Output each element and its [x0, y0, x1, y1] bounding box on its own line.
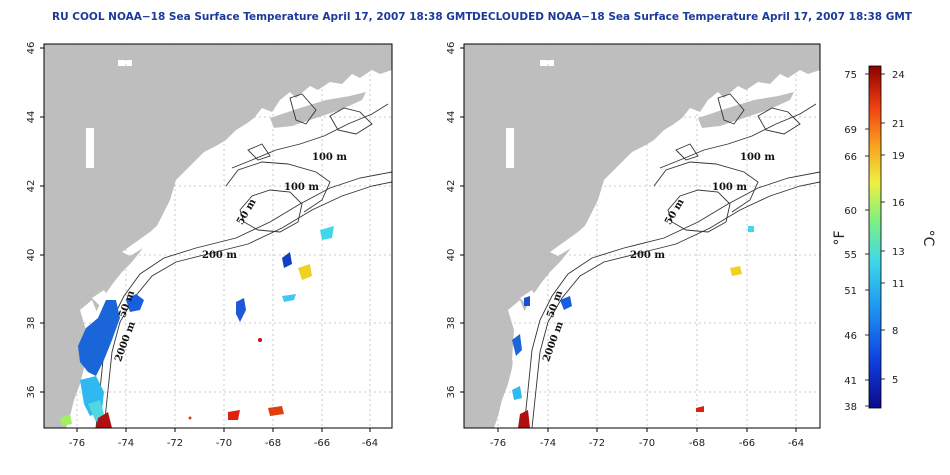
celsius-tick-label: 19 [892, 151, 905, 162]
x-tick-label: -74 [540, 438, 556, 449]
y-tick-label: 44 [26, 111, 37, 124]
y-tick-label: 42 [26, 180, 37, 193]
y-tick-label: 40 [26, 249, 37, 262]
x-tick-label: -76 [490, 438, 506, 449]
contour-label-200m: 200 m [202, 250, 237, 261]
fahrenheit-tick-label: 46 [844, 331, 857, 342]
y-tick-label: 40 [446, 249, 457, 262]
celsius-tick-label: 5 [892, 375, 898, 386]
contour-label-100m-mid: 100 m [712, 182, 747, 193]
fahrenheit-tick-label: 60 [844, 206, 857, 217]
fahrenheit-tick-label: 66 [844, 152, 857, 163]
long-island-sound [122, 214, 176, 256]
celsius-tick-label: 24 [892, 70, 905, 81]
celsius-unit-label: °C [920, 230, 936, 247]
chesapeake-bay [508, 300, 528, 370]
fahrenheit-tick-label: 75 [844, 70, 857, 81]
y-tick-label: 46 [446, 42, 457, 55]
x-tick-label: -66 [314, 438, 330, 449]
celsius-tick-label: 8 [892, 326, 898, 337]
fahrenheit-tick-label: 38 [844, 402, 857, 413]
fahrenheit-tick-label: 55 [844, 250, 857, 261]
celsius-tick-label: 16 [892, 198, 905, 209]
x-tick-label: -66 [739, 438, 755, 449]
fahrenheit-tick-label: 41 [844, 376, 857, 387]
newfoundland [352, 46, 392, 66]
bathymetry-contours [523, 93, 820, 428]
y-tick-label: 38 [446, 317, 457, 330]
fahrenheit-unit-label: °F [832, 230, 848, 245]
right-panel-title: DECLOUDED NOAA−18 Sea Surface Temperatur… [472, 11, 912, 23]
nova-scotia [698, 92, 794, 128]
fahrenheit-tick-label: 51 [844, 286, 857, 297]
x-tick-label: -64 [788, 438, 804, 449]
left-panel-title: RU COOL NOAA−18 Sea Surface Temperature … [52, 11, 473, 23]
left-map-panel: 100 m 100 m 50 m 200 m 50 m 2000 m -76 -… [26, 42, 393, 449]
left-y-axis: 36 38 40 42 44 46 [26, 42, 44, 399]
sst-data-patches [512, 226, 754, 428]
temperature-colorbar: 75 69 66 60 55 51 46 41 38 24 21 19 16 1… [832, 65, 936, 413]
y-tick-label: 42 [446, 180, 457, 193]
colorbar-gradient [868, 65, 882, 409]
x-tick-label: -68 [689, 438, 705, 449]
land-mass [44, 44, 392, 428]
grid-lines [464, 44, 820, 428]
x-tick-label: -70 [216, 438, 232, 449]
right-x-axis: -76 -74 -72 -70 -68 -66 -64 [490, 428, 804, 449]
celsius-tick-label: 13 [892, 247, 905, 258]
contour-label-100m-mid: 100 m [284, 182, 319, 193]
x-tick-label: -64 [362, 438, 378, 449]
sst-data-patches [60, 226, 334, 428]
y-tick-label: 46 [26, 42, 37, 55]
long-island-sound [550, 214, 604, 256]
contour-label-100m-north: 100 m [740, 152, 775, 163]
right-map-panel: 100 m 100 m 50 m 200 m 50 m 2000 m -76 -… [446, 42, 821, 449]
celsius-tick-label: 21 [892, 119, 905, 130]
x-tick-label: -74 [118, 438, 134, 449]
land-mass [464, 44, 820, 428]
y-tick-label: 44 [446, 111, 457, 124]
newfoundland [780, 46, 820, 66]
x-tick-label: -68 [265, 438, 281, 449]
x-tick-label: -70 [639, 438, 655, 449]
y-tick-label: 36 [26, 386, 37, 399]
fahrenheit-tick-label: 69 [844, 125, 857, 136]
x-tick-label: -72 [589, 438, 605, 449]
left-x-axis: -76 -74 -72 -70 -68 -66 -64 [69, 428, 378, 449]
y-tick-label: 38 [26, 317, 37, 330]
nova-scotia [270, 92, 366, 128]
x-tick-label: -72 [167, 438, 183, 449]
celsius-tick-label: 11 [892, 279, 905, 290]
contour-label-100m-north: 100 m [312, 152, 347, 163]
right-y-axis: 36 38 40 42 44 46 [446, 42, 464, 399]
y-tick-label: 36 [446, 386, 457, 399]
x-tick-label: -76 [69, 438, 85, 449]
contour-label-200m: 200 m [630, 250, 665, 261]
